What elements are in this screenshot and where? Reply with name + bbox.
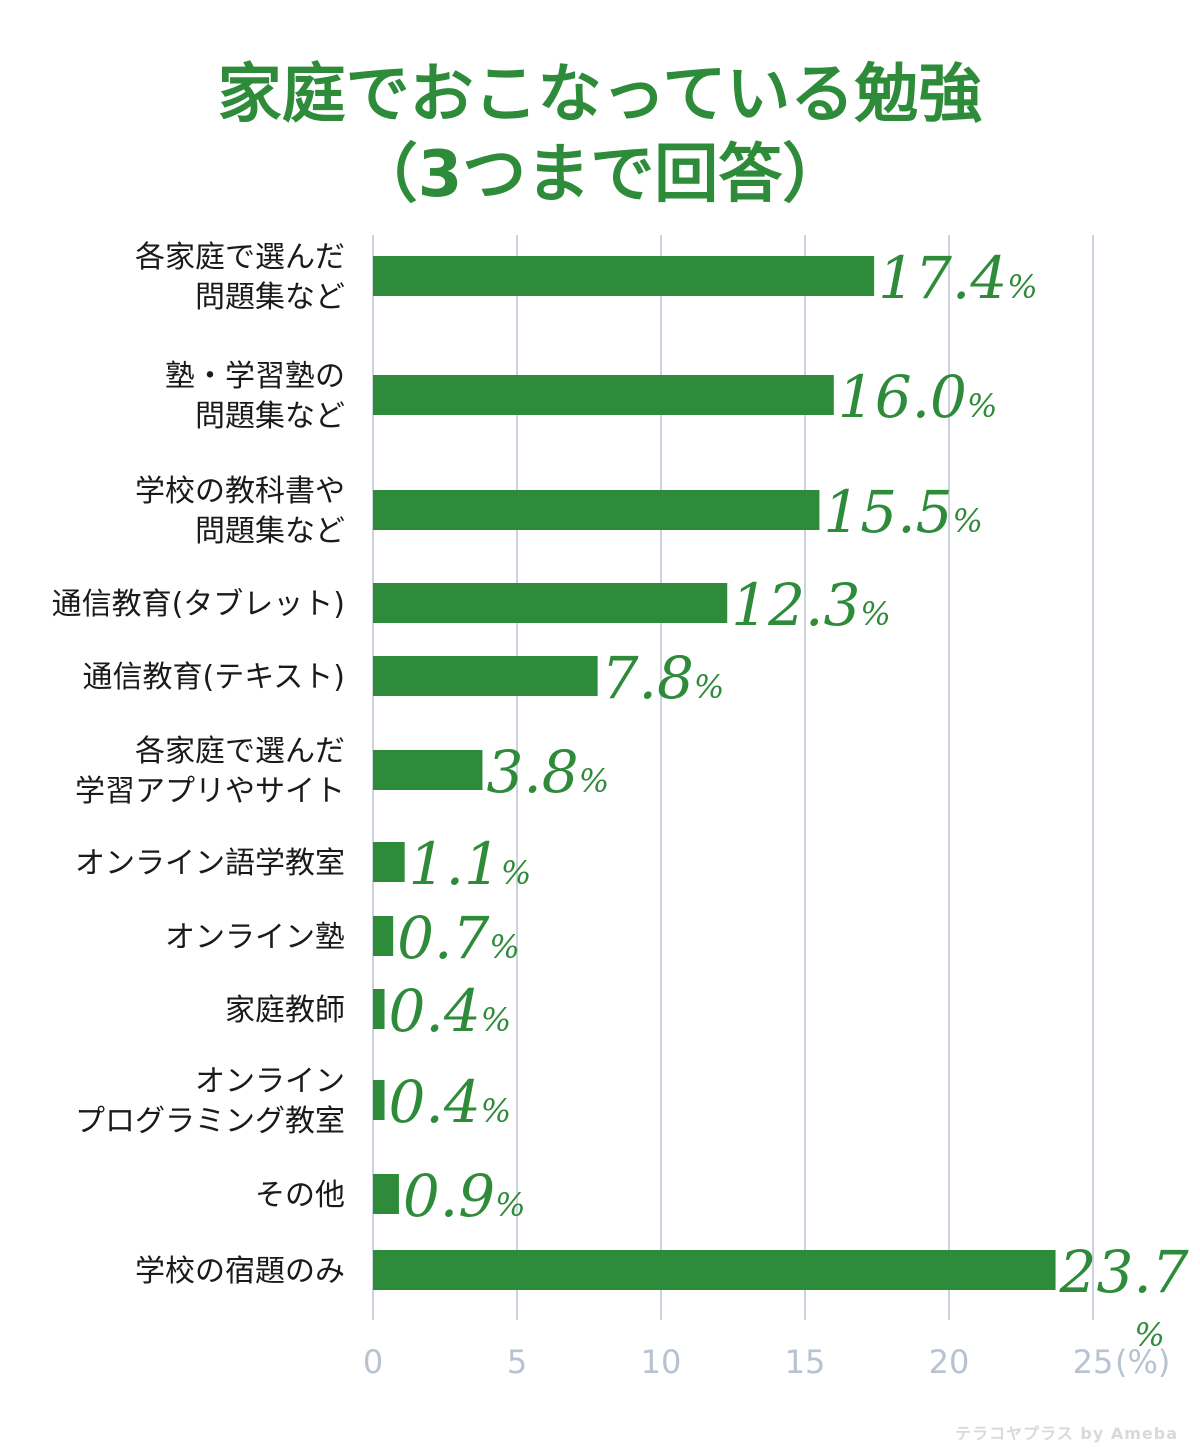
- value-percent-sign: %: [495, 1186, 525, 1224]
- category-labels: 各家庭で選んだ問題集など塾・学習塾の問題集など学校の教科書や問題集など通信教育(…: [52, 240, 345, 1289]
- chart-title-line2: （3つまで回答）: [353, 138, 847, 212]
- category-label: オンラインプログラミング教室: [75, 1064, 345, 1139]
- value-percent-sign: %: [489, 928, 519, 966]
- value-percent-sign: %: [1007, 268, 1037, 306]
- category-label: 各家庭で選んだ学習アプリやサイト: [75, 734, 345, 809]
- value-percent-sign: %: [967, 387, 997, 425]
- bar: [373, 583, 728, 623]
- category-label: 塾・学習塾の問題集など: [165, 359, 345, 434]
- value-label: 3.8%: [486, 738, 609, 806]
- category-label: 学校の宿題のみ: [135, 1254, 345, 1289]
- watermark-logo: テラコヤプラス by Ameba: [955, 1424, 1178, 1443]
- bar: [373, 656, 598, 696]
- category-label: 通信教育(テキスト): [82, 660, 345, 695]
- value-label: 1.1%: [409, 830, 532, 898]
- bar: [373, 989, 385, 1029]
- category-label: 家庭教師: [225, 993, 345, 1028]
- value-percent-sign: %: [1134, 1316, 1164, 1354]
- value-label: 0.7%: [397, 904, 520, 972]
- bar: [373, 842, 405, 882]
- bar: [373, 375, 834, 415]
- value-label: 0.9%: [403, 1162, 526, 1230]
- category-label: オンライン塾: [165, 920, 345, 955]
- value-label: 7.8%: [602, 644, 725, 712]
- value-label: 17.4%: [878, 244, 1038, 312]
- chart-title: 家庭でおこなっている勉強 （3つまで回答）: [0, 55, 1200, 215]
- bar: [373, 750, 483, 790]
- category-label: 学校の教科書や問題集など: [135, 474, 345, 549]
- category-label: 通信教育(タブレット): [52, 587, 345, 622]
- bars: [373, 256, 1056, 1290]
- x-tick-label: 25: [1073, 1343, 1114, 1381]
- bar: [373, 916, 394, 956]
- value-label: 15.5%: [823, 478, 983, 546]
- x-axis-ticks: 0 5 10 15 20 25 (%): [363, 1343, 1171, 1381]
- value-percent-sign: %: [501, 854, 531, 892]
- x-tick-label: 0: [363, 1343, 383, 1381]
- value-percent-sign: %: [953, 502, 983, 540]
- x-tick-label: 20: [929, 1343, 970, 1381]
- x-tick-label: 10: [641, 1343, 682, 1381]
- value-label: 12.3%: [731, 571, 891, 639]
- value-label: 0.4%: [389, 1068, 512, 1136]
- bar: [373, 490, 820, 530]
- x-tick-label: 15: [785, 1343, 826, 1381]
- bar: [373, 256, 875, 296]
- value-label: 23.7: [1059, 1238, 1189, 1306]
- chart-title-line1: 家庭でおこなっている勉強: [217, 58, 983, 132]
- value-percent-sign: %: [579, 762, 609, 800]
- bar: [373, 1174, 399, 1214]
- value-percent-sign: %: [860, 595, 890, 633]
- x-tick-label: 5: [507, 1343, 527, 1381]
- category-label: 各家庭で選んだ問題集など: [135, 240, 345, 315]
- value-label: 0.4%: [389, 977, 512, 1045]
- x-axis-unit-label: (%): [1115, 1343, 1170, 1381]
- value-percent-sign: %: [481, 1001, 511, 1039]
- value-percent-sign: %: [481, 1092, 511, 1130]
- value-label: 16.0%: [838, 363, 998, 431]
- bar: [373, 1080, 385, 1120]
- category-label: オンライン語学教室: [75, 846, 345, 881]
- bar: [373, 1250, 1056, 1290]
- category-label: その他: [255, 1178, 345, 1213]
- value-labels: 17.4%16.0%15.5%12.3%7.8%3.8%1.1%0.7%0.4%…: [389, 244, 1189, 1354]
- value-percent-sign: %: [694, 668, 724, 706]
